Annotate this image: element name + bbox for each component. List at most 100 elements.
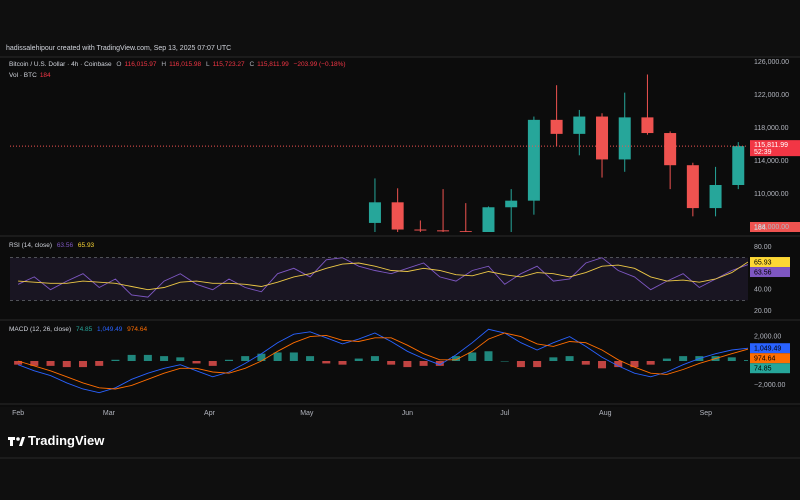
histogram-bar [516,361,525,368]
brand: TradingView [28,433,105,448]
y-tick-label: 40.00 [754,286,772,293]
histogram-bar [630,361,639,368]
histogram-bar [95,361,104,366]
histogram-bar [500,361,509,362]
volume-badge-text: 184 [754,224,766,231]
value-badge-text: 974.64 [754,356,776,363]
histogram-bar [46,361,55,366]
value-badge [750,363,790,374]
ohlc-label: O [116,61,122,68]
series-line [17,257,748,298]
rsi-value: 63.56 [56,242,74,249]
rsi-ma-value: 65.93 [77,242,95,249]
series-line [17,332,748,390]
x-tick-label: Jun [402,410,413,417]
volume-label: Vol · BTC [9,72,37,79]
ohlc-value: 116,015.98 [169,61,202,68]
ohlc-value: 115,723.27 [212,61,245,68]
signal-value: 974.64 [127,326,148,333]
x-tick-label: Sep [700,410,713,417]
volume-badge [750,222,800,232]
x-tick-label: Apr [204,410,216,417]
candle-body [527,119,540,201]
histogram-bar [306,356,315,361]
value-badge-text: 74.85 [754,366,772,373]
y-tick-label: 110,000.00 [754,191,789,198]
price-badge [750,140,800,157]
histogram-bar [614,361,623,368]
candle-body [732,146,745,185]
histogram-bar [224,359,233,361]
y-tick-label: −2,000.00 [754,382,785,389]
candle-body [459,231,472,232]
histogram-bar [370,356,379,361]
pane [14,328,748,394]
candle-body [596,116,609,160]
x-tick-label: Mar [103,410,116,417]
histogram-bar [468,352,477,361]
candle-body [573,116,586,134]
histogram-bar [565,356,574,361]
histogram-bar [338,361,347,365]
value-badge-text: 65.93 [754,259,772,266]
candle-body [482,207,495,232]
y-tick-label: 80.00 [754,244,772,251]
histogram-bar [403,361,412,368]
y-tick-label: 106,000.00 [754,224,789,231]
histogram-bar [549,357,558,361]
histogram-bar [744,360,748,361]
candle-body [368,202,381,223]
chart-area [0,57,800,407]
histogram-bar [387,361,396,365]
ohlc-label: L [205,61,210,68]
y-tick-label: 126,000.00 [754,59,789,66]
histogram-bar [176,357,185,361]
candle-body [391,202,404,230]
macd-title: MACD (12, 26, close) [9,326,72,333]
histogram-bar [160,356,169,361]
histogram-bar [192,361,201,364]
histogram-bar [273,352,282,361]
histogram-bar [598,361,607,369]
histogram-bar [78,361,87,368]
histogram-bar [435,361,444,366]
y-tick-label: 114,000.00 [754,158,789,165]
ohlc-value: 116,015.97 [124,61,157,68]
rsi-legend: RSI (14, close) 63.56 65.93 [9,242,97,249]
histogram-bar [208,361,217,366]
volume-legend: Vol · BTC 184 [9,72,54,79]
candle-body [505,200,518,208]
series-line [17,328,748,394]
histogram-bar [241,356,250,361]
macd-value: 1,049.49 [97,326,123,333]
histogram-bar [452,356,461,361]
pane [368,74,745,232]
histogram-bar [257,353,266,361]
histogram-value: 74.85 [75,326,93,333]
value-badge [750,343,790,354]
x-tick-label: Jul [500,410,509,417]
rsi-band [10,257,748,301]
candle-body [618,117,631,160]
volume-value: 184 [39,72,51,79]
value-badge [750,257,790,268]
rsi-title: RSI (14, close) [9,242,52,249]
histogram-bar [62,361,71,368]
attribution: hadissalehipour created with TradingView… [6,45,232,52]
price-badge-text: 115,811.99 [754,142,788,149]
symbol-title: Bitcoin / U.S. Dollar · 4h · Coinbase [9,61,112,68]
ohlc-label: C [249,61,255,68]
ohlc-value: 115,811.99 [257,61,289,68]
series-line [18,261,748,291]
histogram-bar [646,361,655,365]
candle-body [664,133,677,166]
candle-body [641,117,654,134]
histogram-bar [127,354,136,361]
histogram-bar [354,358,363,361]
histogram-bar [581,361,590,365]
value-badge-text: 1,049.49 [754,346,781,353]
candle-body [709,184,722,209]
value-badge [750,353,790,364]
